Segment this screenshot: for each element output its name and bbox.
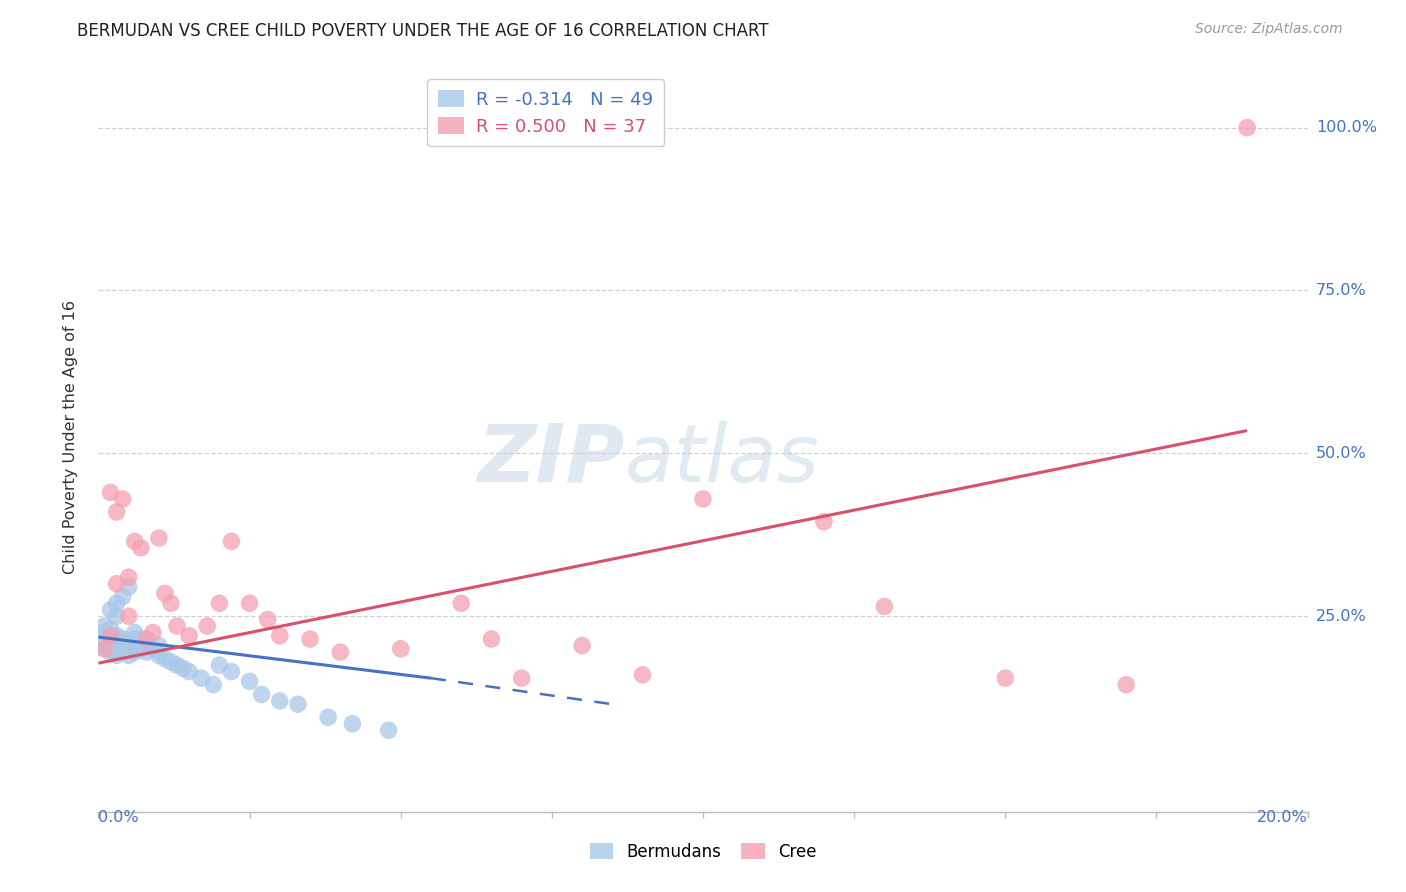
Point [142,625,165,640]
Legend: Bermudans, Cree: Bermudans, Cree [583,837,823,868]
Point [105,629,128,643]
Text: BERMUDAN VS CREE CHILD POVERTY UNDER THE AGE OF 16 CORRELATION CHART: BERMUDAN VS CREE CHILD POVERTY UNDER THE… [77,22,769,40]
Point [118,648,141,663]
Point [287,697,309,711]
Point [129,632,152,646]
Point [153,586,176,600]
Point [195,619,218,633]
Point [111,491,134,506]
Point [221,665,243,679]
Text: 75.0%: 75.0% [1316,283,1367,298]
Point [105,576,128,591]
Point [571,639,593,653]
Point [100,639,122,653]
Point [692,491,714,506]
Point [93,641,115,656]
Point [105,641,128,656]
Point [100,629,122,643]
Point [118,641,141,656]
Point [142,641,165,656]
Point [179,629,201,643]
Point [221,534,243,549]
Text: atlas: atlas [624,420,820,499]
Text: 20.0%: 20.0% [1257,811,1308,825]
Point [111,639,134,653]
Point [111,645,134,659]
Point [100,629,122,643]
Y-axis label: Child Poverty Under the Age of 16: Child Poverty Under the Age of 16 [63,300,77,574]
Point [179,665,201,679]
Point [269,694,291,708]
Point [377,723,399,738]
Point [93,619,115,633]
Point [994,671,1017,685]
Point [250,688,273,702]
Point [873,599,896,614]
Point [166,619,188,633]
Point [389,641,412,656]
Point [135,645,157,659]
Point [153,651,176,665]
Point [135,639,157,653]
Point [172,661,194,675]
Point [105,596,128,610]
Point [100,622,122,636]
Point [124,625,146,640]
Point [129,541,152,555]
Point [124,645,146,659]
Point [160,596,183,610]
Point [118,570,141,584]
Point [100,645,122,659]
Point [813,515,835,529]
Point [631,668,654,682]
Point [148,531,170,545]
Point [481,632,503,646]
Legend: R = -0.314   N = 49, R = 0.500   N = 37: R = -0.314 N = 49, R = 0.500 N = 37 [427,79,664,146]
Point [124,632,146,646]
Text: 100.0%: 100.0% [1316,120,1376,135]
Point [239,596,262,610]
Point [510,671,533,685]
Point [299,632,322,646]
Point [166,658,188,673]
Point [269,629,291,643]
Point [118,580,141,594]
Point [329,645,352,659]
Point [202,678,225,692]
Point [148,639,170,653]
Point [1236,120,1258,135]
Point [208,596,231,610]
Point [148,648,170,663]
Point [118,609,141,624]
Point [160,655,183,669]
Point [118,635,141,649]
Text: ZIP: ZIP [477,420,624,499]
Point [100,603,122,617]
Point [316,710,339,724]
Point [135,632,157,646]
Text: 0.0%: 0.0% [98,811,139,825]
Point [105,609,128,624]
Text: 25.0%: 25.0% [1316,608,1367,624]
Point [450,596,472,610]
Point [1115,678,1137,692]
Point [190,671,212,685]
Point [256,613,278,627]
Text: Source: ZipAtlas.com: Source: ZipAtlas.com [1195,22,1343,37]
Text: 50.0%: 50.0% [1316,446,1367,461]
Point [105,648,128,663]
Point [105,505,128,519]
Point [93,625,115,640]
Point [124,534,146,549]
Point [105,635,128,649]
Point [100,485,122,500]
Point [239,674,262,689]
Point [93,632,115,646]
Point [208,658,231,673]
Point [111,632,134,646]
Point [129,641,152,656]
Point [342,716,364,731]
Point [111,590,134,604]
Point [93,641,115,656]
